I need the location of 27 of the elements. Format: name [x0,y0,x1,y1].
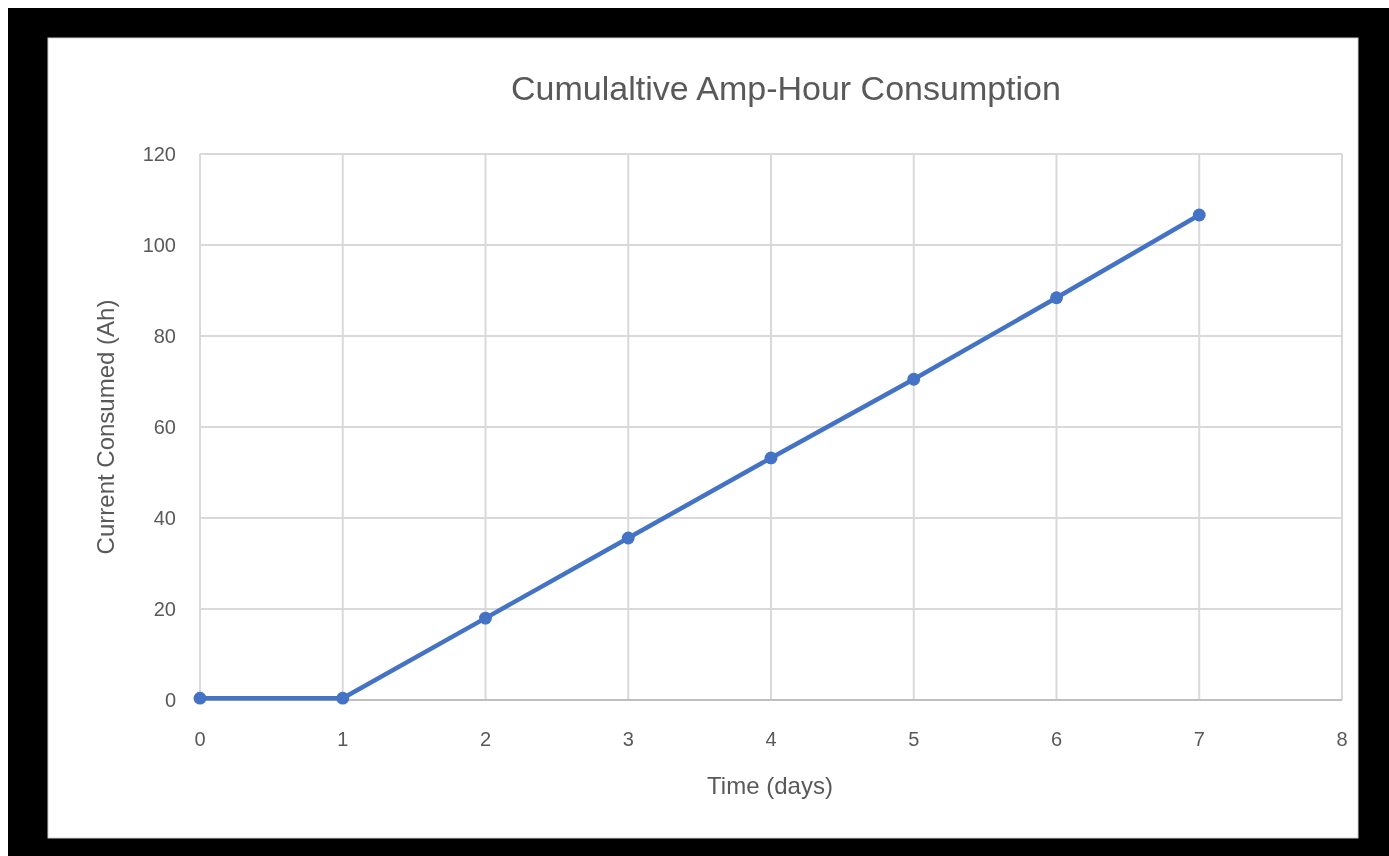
y-tick-label: 80 [153,325,176,347]
x-tick-label: 1 [337,728,349,750]
point [764,451,778,465]
point [621,531,635,545]
chart-title: Cumulaltive Amp-Hour Consumption [511,69,1061,107]
y-tick-label: 20 [153,598,176,620]
x-tick-label: 7 [1193,728,1205,750]
x-tick-label: 8 [1336,728,1348,750]
y-tick-label: 60 [153,416,176,438]
point [336,691,350,705]
x-tick-label: 2 [479,728,492,750]
y-tick-label: 100 [142,234,176,256]
x-tick-label: 3 [622,728,634,750]
y-tick-label: 0 [164,689,176,711]
point [907,372,921,386]
y-tick-label: 40 [153,507,176,529]
x-tick-label: 6 [1050,728,1063,750]
point [1192,208,1206,222]
point [1050,291,1063,305]
point [479,611,492,625]
point [193,691,207,705]
x-tick-label: 5 [908,728,920,750]
x-axis-title: Time (days) [707,772,833,799]
x-tick-label: 4 [765,728,777,750]
y-tick-label: 120 [142,143,176,165]
y-axis-title: Current Consumed (Ah) [92,299,119,555]
x-tick-label: 0 [194,728,206,750]
